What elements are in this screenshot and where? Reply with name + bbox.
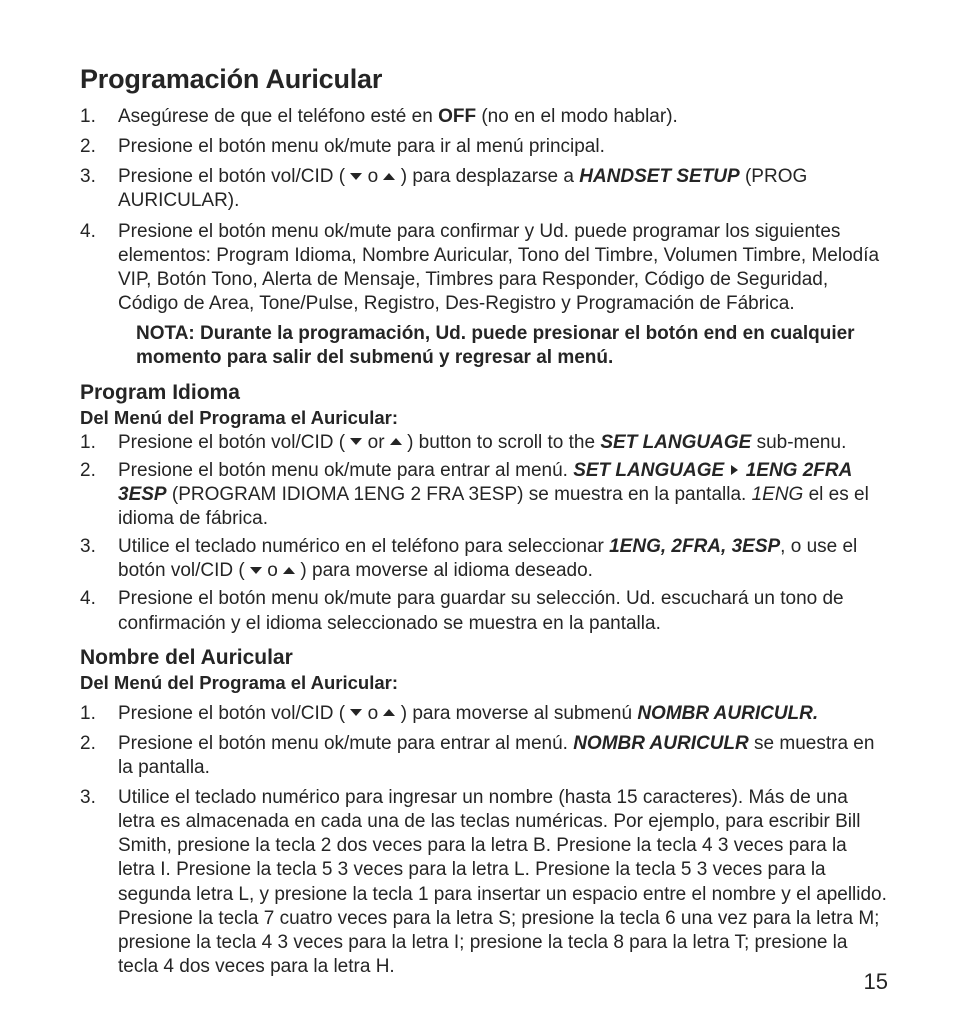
list-item: Presione el botón menu ok/mute para entr… (80, 459, 888, 531)
section-heading: Program Idioma (80, 381, 888, 405)
section1-list: Presione el botón vol/CID ( or ) button … (80, 431, 888, 636)
text: o (362, 703, 383, 724)
note-block: NOTA: Durante la programación, Ud. puede… (136, 322, 888, 371)
text: o (262, 560, 283, 581)
text: or (362, 432, 389, 453)
text (724, 460, 729, 481)
right-arrow-icon (731, 465, 738, 475)
text: Presione el botón vol/CID ( (118, 703, 350, 724)
list-item: Asegúrese de que el teléfono esté en OFF… (80, 105, 888, 129)
text: (no en el modo hablar). (476, 106, 678, 127)
list-item: Presione el botón menu ok/mute para conf… (80, 220, 888, 317)
list-item: Presione el botón menu ok/mute para guar… (80, 587, 888, 635)
up-arrow-icon (390, 438, 402, 445)
text: Presione el botón vol/CID ( (118, 166, 350, 187)
section-lead: Del Menú del Programa el Auricular: (80, 407, 888, 429)
italic-term: 1ENG (752, 484, 804, 505)
up-arrow-icon (383, 173, 395, 180)
menu-term: 1ENG, 2FRA, 3ESP (609, 536, 780, 557)
text: Utilice el teclado numérico en el teléfo… (118, 536, 609, 557)
down-arrow-icon (350, 173, 362, 180)
list-item: Presione el botón vol/CID ( or ) button … (80, 431, 888, 455)
list-item: Presione el botón menu ok/mute para ir a… (80, 135, 888, 159)
up-arrow-icon (283, 567, 295, 574)
text: Presione el botón menu ok/mute para conf… (118, 221, 879, 314)
list-item: Presione el botón vol/CID ( o ) para des… (80, 165, 888, 213)
down-arrow-icon (250, 567, 262, 574)
menu-term: NOMBR AURICULR. (637, 703, 818, 724)
menu-term: SET LANGUAGE (573, 460, 724, 481)
page-title: Programación Auricular (80, 64, 888, 95)
list-item: Presione el botón vol/CID ( o ) para mov… (80, 702, 888, 726)
up-arrow-icon (383, 709, 395, 716)
list-item: Utilice el teclado numérico para ingresa… (80, 786, 888, 979)
section-lead: Del Menú del Programa el Auricular: (80, 672, 888, 694)
text: Presione el botón menu ok/mute para entr… (118, 460, 573, 481)
section-heading: Nombre del Auricular (80, 646, 888, 670)
text: Asegúrese de que el teléfono esté en (118, 106, 438, 127)
text: ) button to scroll to the (402, 432, 601, 453)
down-arrow-icon (350, 709, 362, 716)
text: ) para desplazarse a (395, 166, 579, 187)
text: Presione el botón vol/CID ( (118, 432, 350, 453)
text: Presione el botón menu ok/mute para entr… (118, 733, 573, 754)
menu-term: HANDSET SETUP (579, 166, 739, 187)
text: ) para moverse al idioma deseado. (295, 560, 593, 581)
text: ) para moverse al submenú (395, 703, 637, 724)
list-item: Utilice el teclado numérico en el teléfo… (80, 535, 888, 583)
list-item: Presione el botón menu ok/mute para entr… (80, 732, 888, 780)
menu-term: SET LANGUAGE (600, 432, 751, 453)
text: sub-menu. (751, 432, 846, 453)
text: (PROGRAM IDIOMA 1ENG 2 FRA 3ESP) se mues… (167, 484, 752, 505)
page-number: 15 (864, 969, 888, 995)
text: Presione el botón menu ok/mute para ir a… (118, 136, 605, 157)
main-steps-list: Asegúrese de que el teléfono esté en OFF… (80, 105, 888, 316)
text: o (362, 166, 383, 187)
section2-list: Presione el botón vol/CID ( o ) para mov… (80, 702, 888, 979)
menu-term: NOMBR AURICULR (573, 733, 749, 754)
down-arrow-icon (350, 438, 362, 445)
text: Presione el botón menu ok/mute para guar… (118, 588, 844, 633)
bold-term: OFF (438, 106, 476, 127)
text: Utilice el teclado numérico para ingresa… (118, 787, 887, 977)
